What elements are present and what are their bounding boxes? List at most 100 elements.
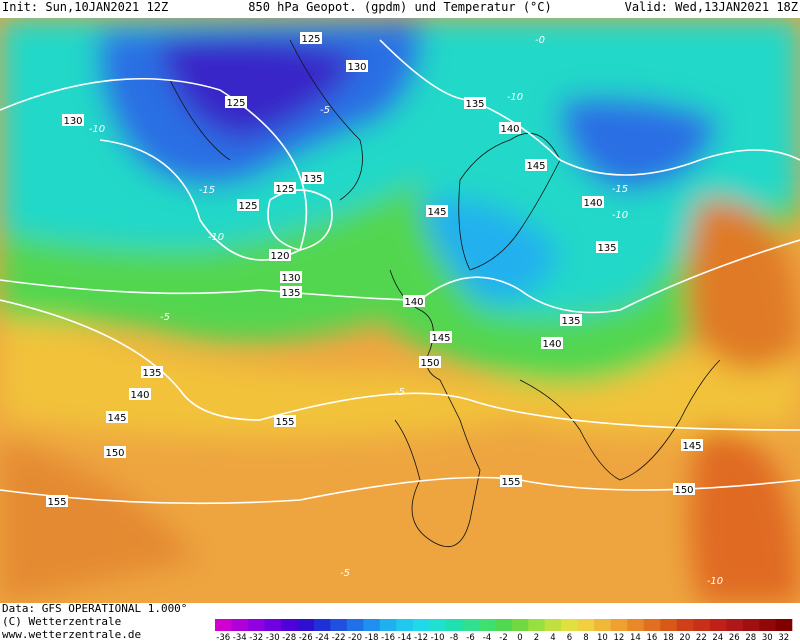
colorbar-label: -36 bbox=[216, 633, 230, 642]
colorbar-swatch bbox=[660, 619, 677, 631]
colorbar-label: 14 bbox=[630, 633, 641, 642]
colorbar-label: -34 bbox=[233, 633, 247, 642]
colorbar-label: 2 bbox=[534, 633, 539, 642]
colorbar-swatch bbox=[709, 619, 727, 631]
colorbar-label: 28 bbox=[745, 633, 756, 642]
geopotential-label: 125 bbox=[275, 184, 294, 195]
colorbar-label: -6 bbox=[466, 633, 474, 642]
colorbar-label: 20 bbox=[679, 633, 690, 642]
label-background bbox=[104, 446, 126, 458]
temperature-label: -15 bbox=[199, 185, 215, 196]
geopotential-label: 130 bbox=[63, 116, 82, 127]
geopotential-label: 145 bbox=[526, 161, 545, 172]
colorbar-label: -8 bbox=[450, 633, 458, 642]
temperature-label: -5 bbox=[320, 105, 330, 116]
colorbar-swatch bbox=[379, 619, 397, 631]
colorbar: -36 -34 -32 -30 -28 -26 -24 -22 -20 -18 -16 -14 -12-… bbox=[215, 619, 793, 642]
label-background bbox=[237, 199, 259, 211]
colorbar-swatch bbox=[462, 619, 480, 631]
colorbar-swatch bbox=[478, 619, 496, 631]
colorbar-swatch bbox=[693, 619, 710, 631]
colorbar-label: -10 bbox=[431, 633, 445, 642]
label-background bbox=[525, 159, 547, 171]
geopotential-label: 140 bbox=[500, 124, 519, 135]
colorbar-label: -4 bbox=[483, 633, 491, 642]
geopotential-label: 135 bbox=[281, 288, 300, 299]
geopotential-label: 125 bbox=[226, 98, 245, 109]
geopotential-label: 140 bbox=[130, 390, 149, 401]
label-background bbox=[582, 196, 604, 208]
colorbar-swatch bbox=[247, 619, 265, 631]
colorbar-swatch bbox=[577, 619, 595, 631]
temperature-label: -5 bbox=[340, 568, 350, 579]
label-background bbox=[274, 182, 296, 194]
colorbar-swatch bbox=[231, 619, 249, 631]
geopotential-label: 135 bbox=[142, 368, 161, 379]
colorbar-swatch bbox=[445, 619, 463, 631]
colorbar-label: -26 bbox=[299, 633, 313, 642]
colorbar-swatch bbox=[544, 619, 562, 631]
label-background bbox=[269, 249, 291, 261]
geopotential-label: 145 bbox=[682, 441, 701, 452]
label-background bbox=[403, 295, 425, 307]
label-background bbox=[681, 439, 703, 451]
label-background bbox=[500, 475, 522, 487]
label-background bbox=[106, 411, 128, 423]
label-background bbox=[62, 114, 84, 126]
colorbar-label: -14 bbox=[398, 633, 412, 642]
colorbar-swatch bbox=[643, 619, 661, 631]
map-area bbox=[0, 18, 800, 603]
geopotential-label: 145 bbox=[427, 207, 446, 218]
colorbar-swatch bbox=[726, 619, 743, 631]
geopotential-label: 125 bbox=[301, 34, 320, 45]
label-background bbox=[673, 483, 695, 495]
map-title: 850 hPa Geopot. (gpdm) und Temperatur (°… bbox=[248, 0, 551, 14]
colorbar-label: 4 bbox=[550, 633, 555, 642]
temperature-label: -15 bbox=[612, 184, 628, 195]
data-source: Data: GFS OPERATIONAL 1.000° bbox=[2, 602, 187, 615]
colorbar-swatch bbox=[280, 619, 298, 631]
temperature-label: -0 bbox=[535, 35, 545, 46]
colorbar-label: -2 bbox=[499, 633, 507, 642]
colorbar-swatch bbox=[313, 619, 331, 631]
label-background bbox=[225, 96, 247, 108]
geopotential-label: 155 bbox=[47, 497, 66, 508]
label-background bbox=[560, 314, 582, 326]
colorbar-swatch bbox=[412, 619, 430, 631]
temperature-label: -10 bbox=[707, 576, 723, 587]
colorbar-label: -24 bbox=[315, 633, 329, 642]
colorbar-label: 22 bbox=[696, 633, 707, 642]
colorbar-swatch bbox=[495, 619, 513, 631]
temperature-label: -5 bbox=[160, 312, 170, 323]
colorbar-swatch bbox=[363, 619, 381, 631]
geopotential-label: 125 bbox=[238, 201, 257, 212]
colorbar-swatch bbox=[264, 619, 282, 631]
temperature-label: -5 bbox=[395, 387, 405, 398]
temperature-label: -10 bbox=[612, 210, 628, 221]
label-background bbox=[464, 97, 486, 109]
colorbar-swatch bbox=[775, 619, 793, 631]
colorbar-swatch bbox=[528, 619, 546, 631]
colorbar-swatch bbox=[297, 619, 315, 631]
geopotential-label: 130 bbox=[281, 273, 300, 284]
geopotential-label: 145 bbox=[107, 413, 126, 424]
geopotential-label: 135 bbox=[561, 316, 580, 327]
label-background bbox=[430, 331, 452, 343]
geopotential-label: 135 bbox=[303, 174, 322, 185]
label-background bbox=[596, 241, 618, 253]
geopotential-label: 140 bbox=[542, 339, 561, 350]
colorbar-label: 16 bbox=[646, 633, 657, 642]
colorbar-swatch bbox=[610, 619, 628, 631]
colorbar-swatch bbox=[594, 619, 611, 631]
geopotential-label: 155 bbox=[275, 417, 294, 428]
colorbar-swatch bbox=[561, 619, 578, 631]
colorbar-swatch bbox=[330, 619, 348, 631]
geopotential-label: 150 bbox=[105, 448, 124, 459]
label-background bbox=[141, 366, 163, 378]
colorbar-swatch bbox=[346, 619, 364, 631]
geopotential-label: 140 bbox=[583, 198, 602, 209]
colorbar-label: -18 bbox=[365, 633, 379, 642]
colorbar-label: -28 bbox=[282, 633, 296, 642]
temperature-labels: -5 -10 -15 -10 -5 -10 -15 -10 -5 -5 -10 -0 bbox=[89, 35, 723, 587]
label-background bbox=[541, 337, 563, 349]
